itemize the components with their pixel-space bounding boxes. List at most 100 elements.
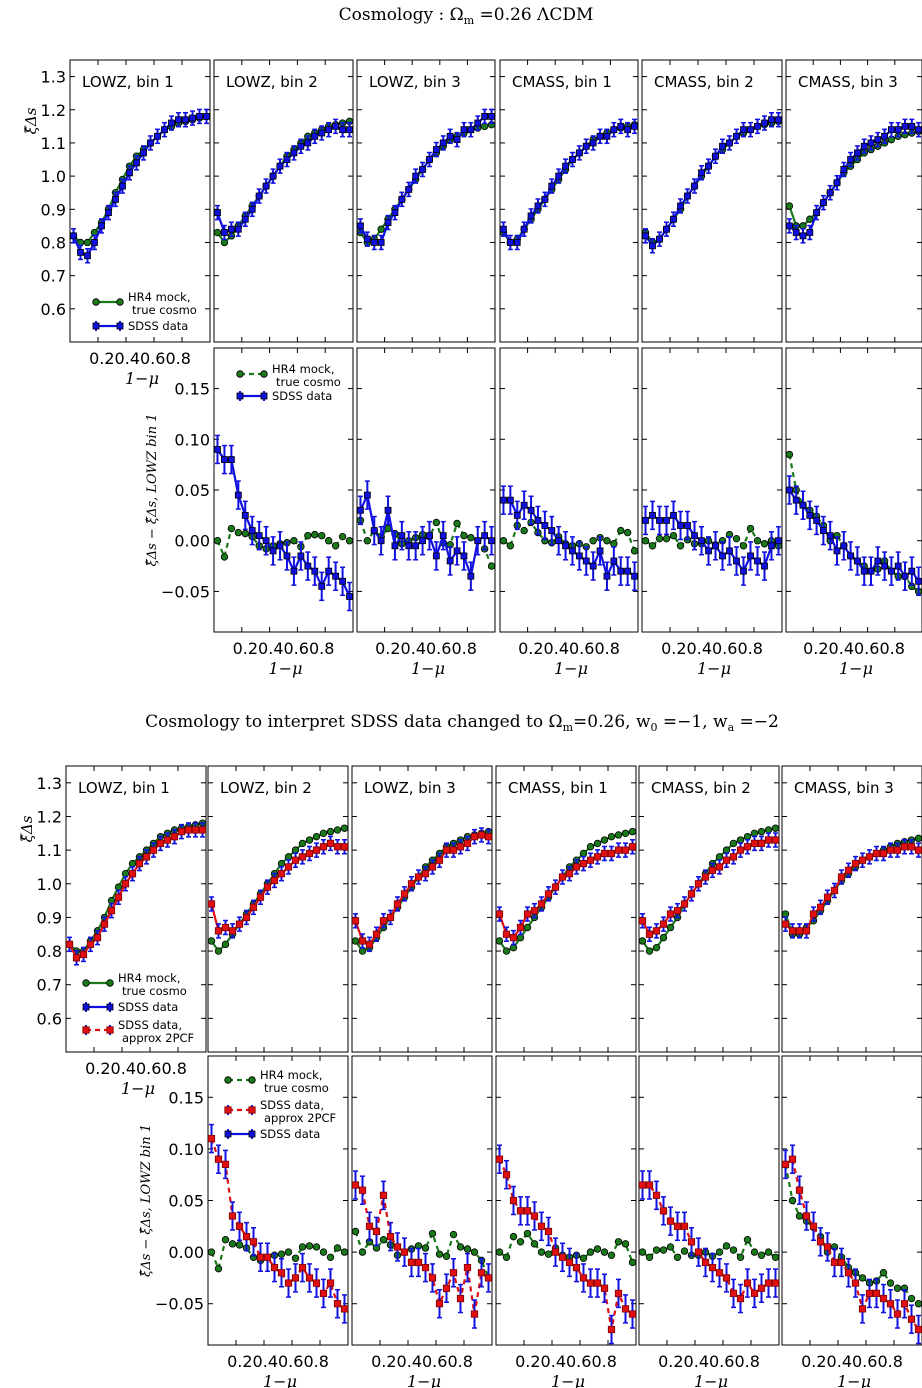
- main-panel-lowz-bin-2: LOWZ, bin 2: [207, 765, 349, 1053]
- panel-title: LOWZ, bin 1: [78, 779, 170, 797]
- mock-point: [121, 869, 130, 878]
- legend-label: HR4 mock,: [272, 362, 335, 376]
- approx-point: [659, 920, 668, 928]
- approx-point: [823, 1243, 832, 1251]
- mock-point: [358, 1248, 367, 1256]
- sdss-point: [761, 119, 768, 127]
- diff-panel-cmass-bin-1: 0.20.40.60.81−μ: [499, 347, 639, 678]
- x-axis-label: 1−μ: [263, 1372, 297, 1388]
- x-axis-label: 1−μ: [411, 659, 445, 678]
- mock-point: [659, 1246, 668, 1254]
- y-tick-label: 0.8: [37, 942, 62, 961]
- mock-point: [715, 853, 724, 861]
- x-tick-labels: 0.20.40.60.8: [227, 1352, 329, 1371]
- legend-marker: [236, 392, 244, 400]
- middle-figure-title: Cosmology to interpret SDSS data changed…: [145, 712, 779, 734]
- sdss-point: [691, 182, 698, 190]
- mock-point: [358, 947, 367, 955]
- mock-point: [753, 537, 762, 545]
- approx-point: [305, 849, 314, 858]
- approx-point: [421, 1263, 430, 1272]
- approx-point: [421, 870, 430, 878]
- x-tick-labels: 0.20.40.60.8: [515, 1352, 617, 1371]
- main-panel-lowz-bin-1: 1.3 1.2 1.1 1.0 0.9 0.8 0.7 0.6 LOWZ, bin 1 0.20.…: [22, 59, 211, 388]
- panel-title: CMASS, bin 3: [798, 73, 898, 91]
- axes-frame: [781, 765, 922, 1053]
- approx-point: [484, 833, 492, 841]
- approx-point: [614, 1289, 623, 1297]
- approx-point: [823, 893, 832, 901]
- mock-point: [470, 1248, 479, 1256]
- sdss-point: [405, 542, 413, 550]
- sdss-point: [269, 547, 277, 555]
- sdss-point: [276, 162, 284, 170]
- approx-point: [414, 873, 423, 881]
- main-panel-cmass-bin-1: CMASS, bin 1: [499, 59, 639, 343]
- approx-point: [771, 1279, 779, 1287]
- sdss-point: [663, 517, 670, 524]
- approx-point: [729, 853, 738, 861]
- main-series: [782, 834, 922, 939]
- sdss-point: [126, 169, 133, 177]
- legend-label: HR4 mock,: [128, 290, 191, 304]
- approx-point: [449, 1269, 458, 1277]
- mock-point: [520, 526, 528, 535]
- sdss-point: [500, 496, 507, 504]
- sdss-point: [860, 567, 868, 575]
- y-tick-label: 0.9: [37, 908, 62, 927]
- approx-point: [879, 1294, 888, 1303]
- approx-point: [701, 873, 710, 881]
- approx-point: [830, 886, 839, 895]
- sdss-point: [908, 567, 916, 575]
- sdss-point: [527, 506, 535, 514]
- sdss-point: [467, 126, 475, 134]
- panel-title: LOWZ, bin 2: [226, 73, 318, 91]
- mock-point: [523, 923, 532, 932]
- sdss-point: [304, 139, 312, 147]
- x-tick-labels: 0.20.40.60.8: [661, 639, 763, 658]
- sdss-point: [881, 132, 888, 140]
- mock-point: [319, 1248, 328, 1256]
- mock-point: [788, 1196, 797, 1205]
- approx-point: [163, 836, 172, 844]
- approx-point: [242, 1233, 251, 1241]
- mock-point: [666, 1243, 675, 1251]
- approx-point: [729, 1289, 738, 1297]
- mock-point: [428, 1229, 437, 1238]
- mock-point: [739, 542, 748, 550]
- mock-point: [736, 836, 745, 844]
- mock-point: [879, 1269, 888, 1277]
- approx-point: [565, 1258, 574, 1267]
- approx-point: [142, 853, 151, 861]
- mock-point: [516, 933, 525, 942]
- sdss-point: [901, 572, 909, 580]
- approx-point: [340, 843, 348, 851]
- mock-point: [722, 846, 731, 854]
- approx-point: [128, 870, 137, 878]
- approx-point: [319, 843, 328, 851]
- approx-point: [907, 843, 916, 851]
- approx-point: [586, 1279, 595, 1287]
- diff-series: [639, 1170, 779, 1314]
- sdss-point: [575, 149, 583, 157]
- y-axis-label: ξ̂Δs: [22, 107, 40, 134]
- mock-point: [338, 532, 347, 541]
- diff-series: [357, 480, 495, 591]
- approx-point: [463, 1263, 472, 1272]
- mock-point: [449, 1230, 458, 1239]
- sdss-point: [642, 517, 649, 524]
- approx-point: [607, 1325, 616, 1334]
- mock-point: [907, 1294, 916, 1303]
- approx-point: [365, 1222, 374, 1230]
- panel-title: LOWZ, bin 3: [364, 779, 456, 797]
- approx-point: [256, 1253, 265, 1261]
- main-panel-cmass-bin-3: CMASS, bin 3: [781, 765, 922, 1053]
- mock-point: [128, 859, 137, 868]
- approx-point: [177, 828, 186, 836]
- sdss-point: [446, 132, 454, 140]
- approx-point: [379, 917, 388, 925]
- main-panel-cmass-bin-2: CMASS, bin 2: [641, 59, 783, 343]
- sdss-point: [786, 486, 793, 494]
- mock-point: [715, 1248, 724, 1256]
- mock-point: [676, 542, 685, 550]
